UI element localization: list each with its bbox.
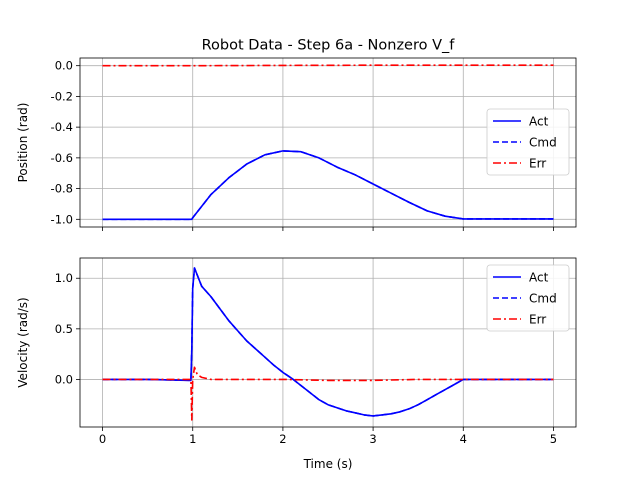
x-tick-label: 2 xyxy=(279,432,286,446)
legend-label-cmd: Cmd xyxy=(529,292,557,306)
chart-panel-1: 0.0 -0.2 -0.4 -0.6 -0.8 -1.0 Position (rad) Act… xyxy=(16,57,577,231)
axes-frame xyxy=(79,57,577,228)
legend-label-cmd: Cmd xyxy=(529,136,557,150)
y-tick-label: 0.5 xyxy=(55,322,73,336)
legend-label-err: Err xyxy=(529,157,546,171)
x-tick-label: 5 xyxy=(550,432,557,446)
series-line-err xyxy=(102,366,554,421)
legend-label-act: Act xyxy=(529,271,549,285)
x-tick-label: 3 xyxy=(369,432,376,446)
chart-panel-2: 0 1 2 3 4 5 1.0 0.5 0.0 Velocity (rad/s) Act Cmd Err xyxy=(16,257,577,446)
legend-label-err: Err xyxy=(529,313,546,327)
axes-frame xyxy=(79,257,577,428)
y-tick-label: 0.0 xyxy=(55,372,73,386)
x-axis-label: Time (s) xyxy=(303,457,353,471)
x-tick-label: 1 xyxy=(189,432,196,446)
y-tick-label: -0.2 xyxy=(51,89,73,103)
y-tick-label: -0.8 xyxy=(51,182,73,196)
legend-label-act: Act xyxy=(529,115,549,129)
figure-title: Robot Data - Step 6a - Nonzero V_f xyxy=(202,38,456,54)
y-axis-label: Velocity (rad/s) xyxy=(16,297,30,387)
legend-box xyxy=(486,264,570,332)
x-tick-label: 0 xyxy=(99,432,106,446)
y-axis-label: Position (rad) xyxy=(16,103,30,183)
y-tick-label: 0.0 xyxy=(55,59,73,73)
legend-box xyxy=(486,108,570,176)
x-tick-label: 4 xyxy=(460,432,467,446)
y-tick-label: 1.0 xyxy=(55,271,73,285)
y-tick-label: -1.0 xyxy=(51,212,73,226)
series-line-err xyxy=(102,64,554,67)
series-line-cmd xyxy=(102,150,554,221)
y-tick-label: -0.4 xyxy=(51,120,73,134)
series-line-cmd xyxy=(102,267,554,417)
y-tick-label: -0.6 xyxy=(51,151,73,165)
